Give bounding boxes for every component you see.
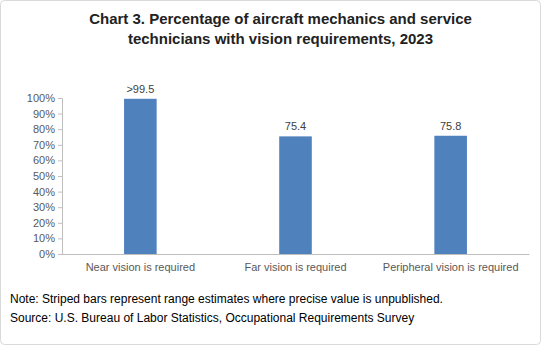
bars [124, 99, 467, 254]
y-tick: 30% [33, 201, 62, 213]
y-tick: 60% [33, 154, 62, 166]
y-tick-label: 0% [39, 248, 55, 260]
y-tick-mark [58, 114, 62, 115]
data-label: >99.5 [126, 83, 154, 95]
x-axis: Near vision is required Far vision is req… [63, 254, 530, 273]
y-tick-label: 10% [33, 232, 55, 244]
y-tick: 50% [33, 170, 62, 182]
y-tick-label: 90% [33, 108, 55, 120]
y-tick: 70% [33, 139, 62, 151]
y-tick-mark [58, 207, 62, 208]
y-tick: 0% [39, 248, 62, 260]
y-tick-label: 80% [33, 123, 55, 135]
data-label: 75.4 [285, 120, 306, 132]
y-tick-label: 40% [33, 186, 55, 198]
y-tick-mark [58, 176, 62, 177]
y-tick: 100% [27, 92, 62, 104]
y-tick-mark [58, 254, 62, 255]
y-tick-mark [58, 160, 62, 161]
y-tick-label: 100% [27, 92, 55, 104]
y-axis-line [58, 99, 63, 255]
source: Source: U.S. Bureau of Labor Statistics,… [10, 311, 414, 325]
title: Chart 3. Percentage of aircraft mechanic… [89, 10, 472, 47]
y-tick-label: 70% [33, 139, 55, 151]
y-tick: 40% [33, 186, 62, 198]
y-tick-label: 30% [33, 201, 55, 213]
chart: Chart 3. Percentage of aircraft mechanic… [0, 0, 541, 345]
plot: 0% 10% 20% 30% 40% 50% 60% 70% 80% 90% 100% Near vi… [27, 83, 530, 273]
x-axis-line [63, 254, 530, 255]
y-axis: 0% 10% 20% 30% 40% 50% 60% 70% 80% 90% 100% [27, 92, 63, 260]
bar [434, 136, 467, 254]
x-tick-label: Near vision is required [86, 261, 195, 273]
y-tick-mark [58, 129, 62, 130]
y-tick-mark [58, 98, 62, 99]
x-tick: Far vision is required [244, 254, 346, 273]
y-tick-mark [58, 238, 62, 239]
y-tick-label: 50% [33, 170, 55, 182]
y-tick-mark [58, 192, 62, 193]
y-tick: 10% [33, 232, 62, 244]
data-label: 75.8 [440, 120, 461, 132]
x-tick: Peripheral vision is required [383, 254, 519, 273]
y-tick: 80% [33, 123, 62, 135]
y-tick-mark [58, 223, 62, 224]
y-tick: 90% [33, 108, 62, 120]
x-tick: Near vision is required [86, 254, 195, 273]
bar [279, 136, 312, 254]
y-tick-label: 60% [33, 154, 55, 166]
y-tick: 20% [33, 217, 62, 229]
data-labels: >99.5 75.4 75.8 [126, 83, 461, 133]
frame [1, 1, 541, 345]
x-tick-label: Far vision is required [244, 261, 346, 273]
y-tick-label: 20% [33, 217, 55, 229]
note: Note: Striped bars represent range estim… [10, 292, 443, 306]
y-tick-mark [58, 145, 62, 146]
x-tick-label: Peripheral vision is required [383, 261, 519, 273]
bar [124, 99, 157, 254]
